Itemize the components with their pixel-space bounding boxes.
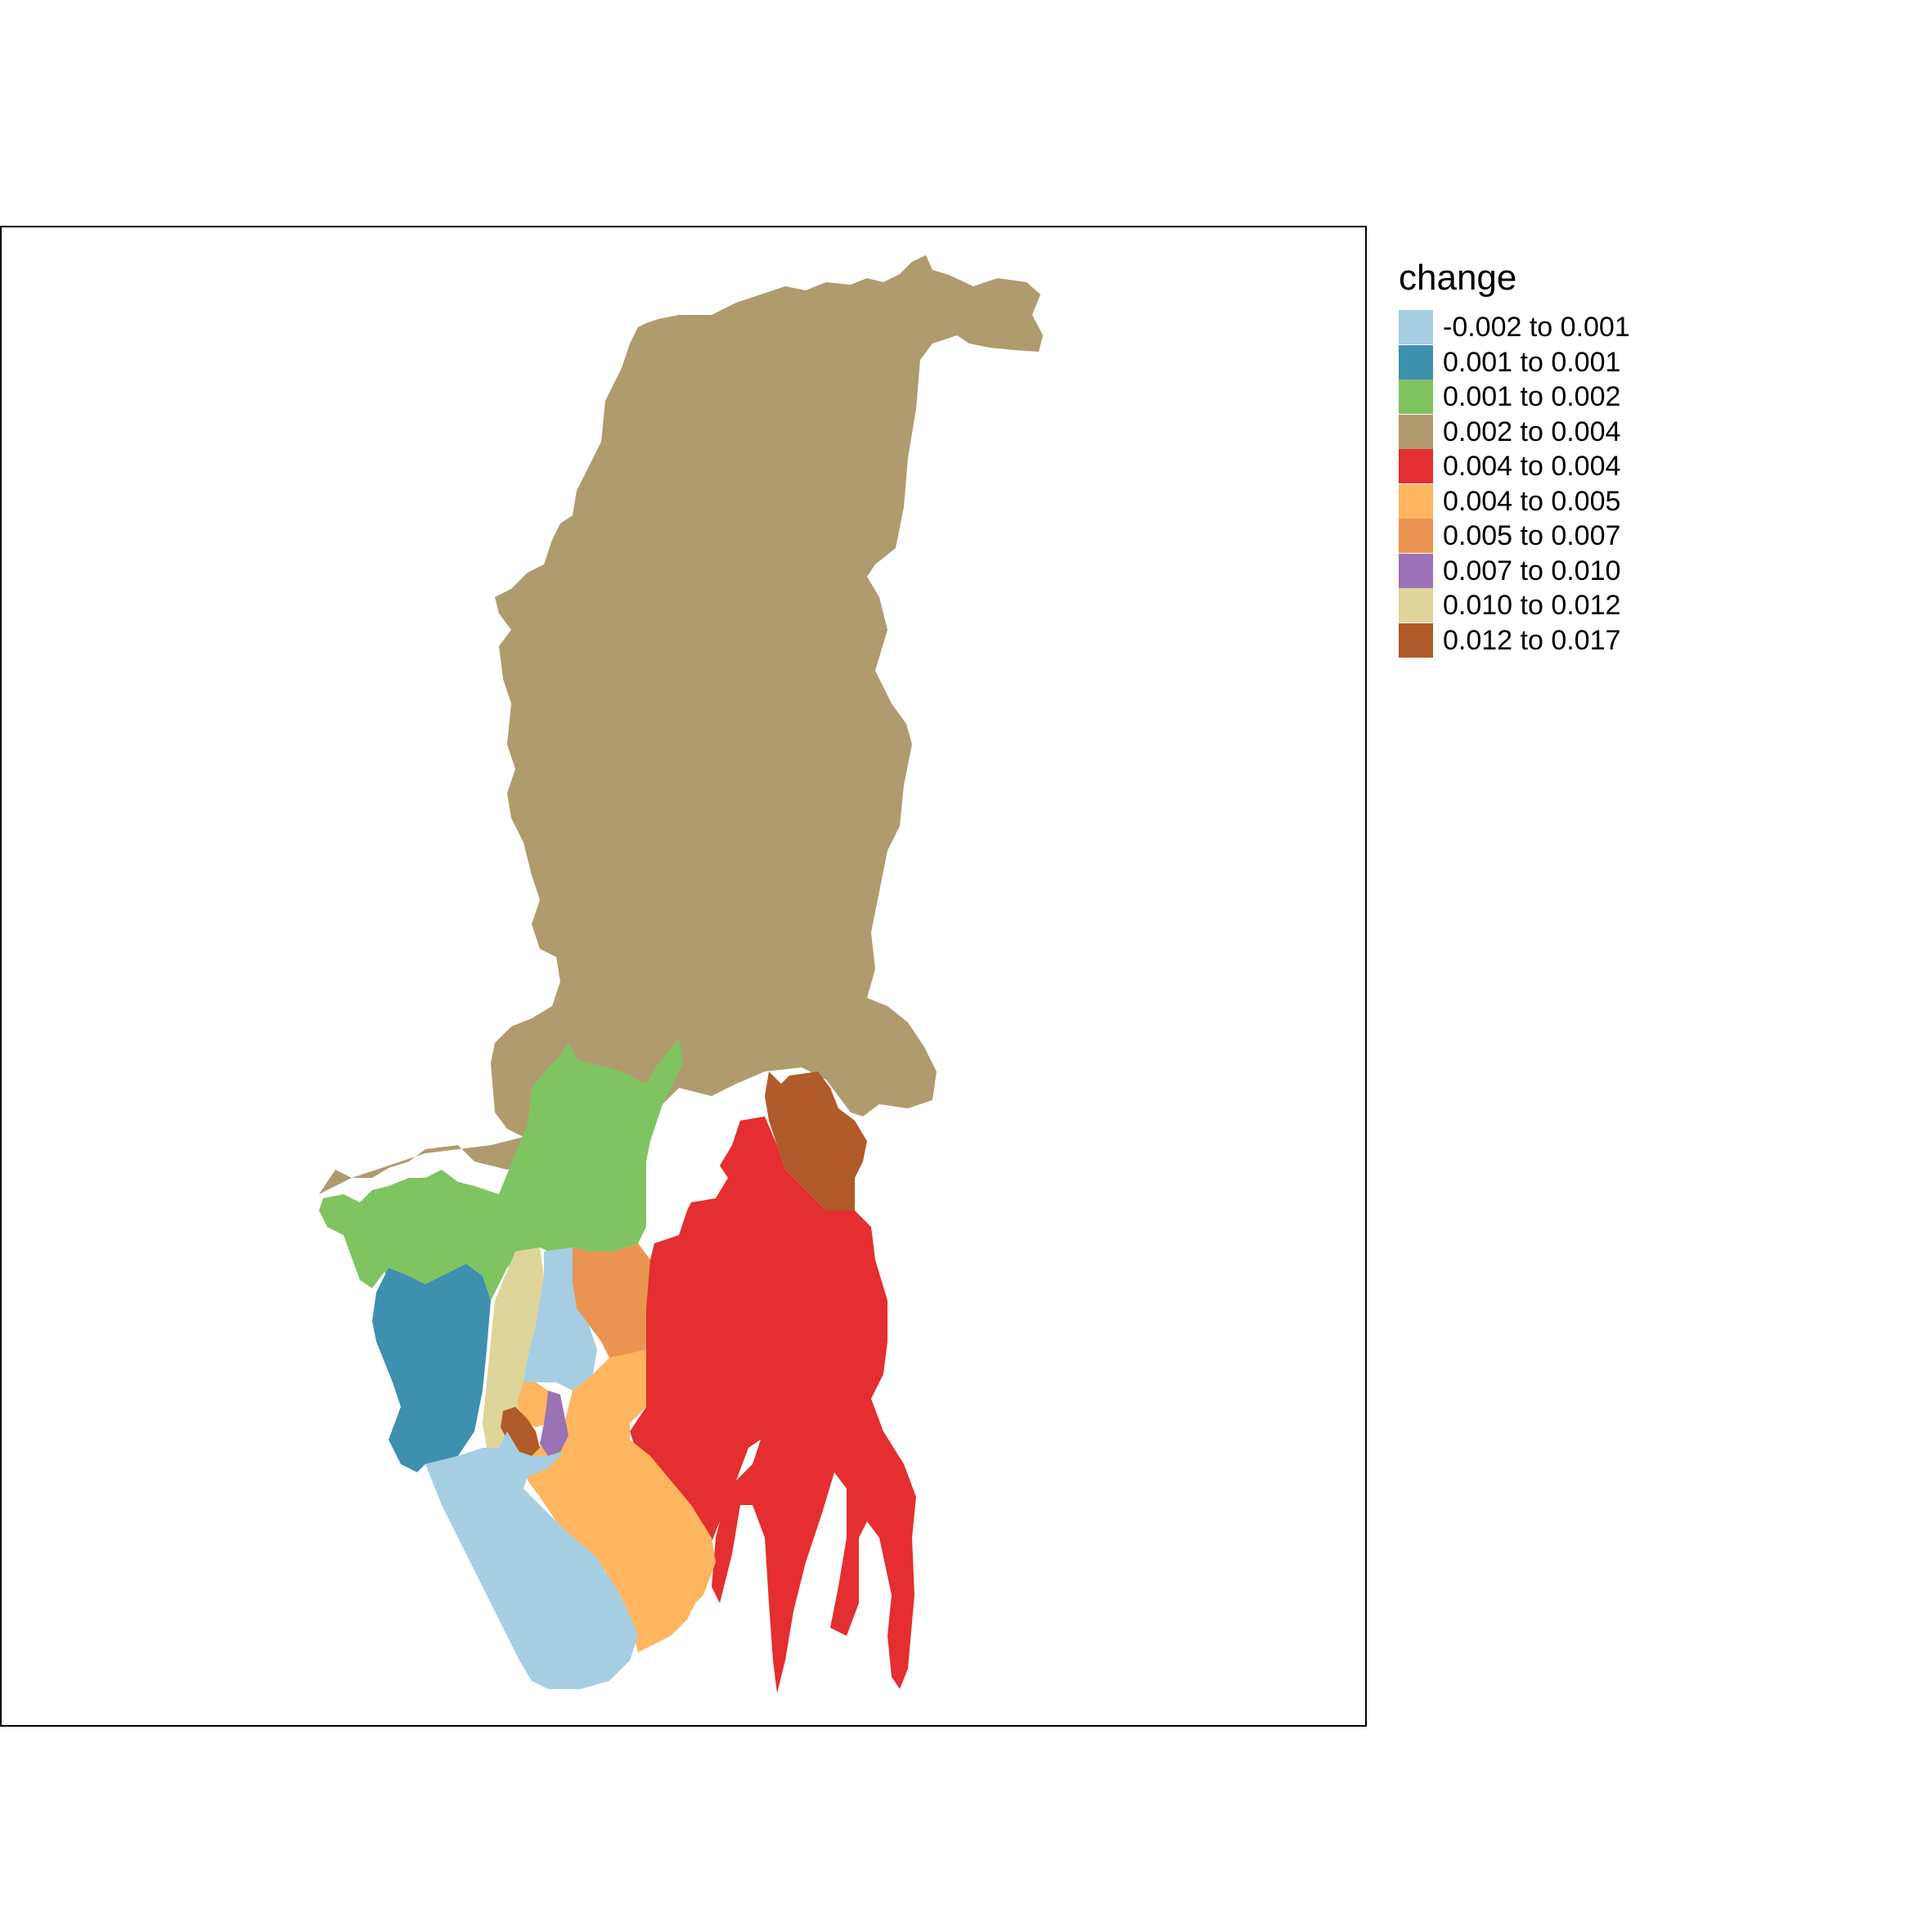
legend-label: 0.004 to 0.004 bbox=[1443, 451, 1621, 483]
legend: change -0.002 to 0.001 0.001 to 0.001 0.00… bbox=[1399, 258, 1630, 658]
legend-swatch bbox=[1399, 380, 1433, 415]
legend-label: 0.012 to 0.017 bbox=[1443, 624, 1621, 656]
legend-item: 0.010 to 0.012 bbox=[1399, 588, 1630, 623]
legend-swatch bbox=[1399, 622, 1433, 658]
legend-label: 0.010 to 0.012 bbox=[1443, 590, 1621, 622]
region-teal-west bbox=[372, 1264, 491, 1472]
legend-label: 0.004 to 0.005 bbox=[1443, 485, 1621, 517]
legend-items: -0.002 to 0.001 0.001 to 0.001 0.001 to 0.… bbox=[1399, 310, 1630, 658]
legend-swatch bbox=[1399, 414, 1433, 449]
legend-swatch bbox=[1399, 483, 1433, 519]
region-north bbox=[304, 255, 1043, 1211]
region-green-west bbox=[319, 1039, 683, 1301]
region-brown-center bbox=[501, 1407, 540, 1456]
legend-item: 0.004 to 0.004 bbox=[1399, 449, 1630, 484]
legend-swatch bbox=[1399, 588, 1433, 623]
legend-item: 0.001 to 0.002 bbox=[1399, 380, 1630, 415]
legend-label: 0.001 to 0.001 bbox=[1443, 346, 1621, 378]
legend-item: 0.001 to 0.001 bbox=[1399, 344, 1630, 380]
legend-item: 0.004 to 0.005 bbox=[1399, 483, 1630, 519]
region-orange-south bbox=[523, 1350, 716, 1652]
region-northeast-brown bbox=[765, 1072, 867, 1211]
legend-label: 0.001 to 0.002 bbox=[1443, 381, 1621, 413]
legend-label: 0.005 to 0.007 bbox=[1443, 520, 1621, 552]
legend-item: -0.002 to 0.001 bbox=[1399, 310, 1630, 345]
legend-label: 0.007 to 0.010 bbox=[1443, 555, 1621, 586]
region-lightblue-mid bbox=[523, 1247, 597, 1391]
legend-label: -0.002 to 0.001 bbox=[1443, 312, 1630, 344]
legend-item: 0.005 to 0.007 bbox=[1399, 519, 1630, 554]
legend-swatch bbox=[1399, 449, 1433, 484]
region-purple-center bbox=[540, 1391, 568, 1456]
region-lightblue-south bbox=[425, 1431, 638, 1689]
legend-item: 0.002 to 0.004 bbox=[1399, 414, 1630, 450]
legend-swatch bbox=[1399, 310, 1433, 345]
region-beige-strip bbox=[483, 1247, 544, 1448]
legend-swatch bbox=[1399, 553, 1433, 588]
legend-item: 0.007 to 0.010 bbox=[1399, 553, 1630, 589]
legend-item: 0.012 to 0.017 bbox=[1399, 622, 1630, 658]
region-orange-mid bbox=[573, 1243, 650, 1358]
legend-swatch bbox=[1399, 519, 1433, 554]
legend-swatch bbox=[1399, 344, 1433, 380]
legend-title: change bbox=[1399, 258, 1517, 298]
legend-label: 0.002 to 0.004 bbox=[1443, 416, 1621, 447]
